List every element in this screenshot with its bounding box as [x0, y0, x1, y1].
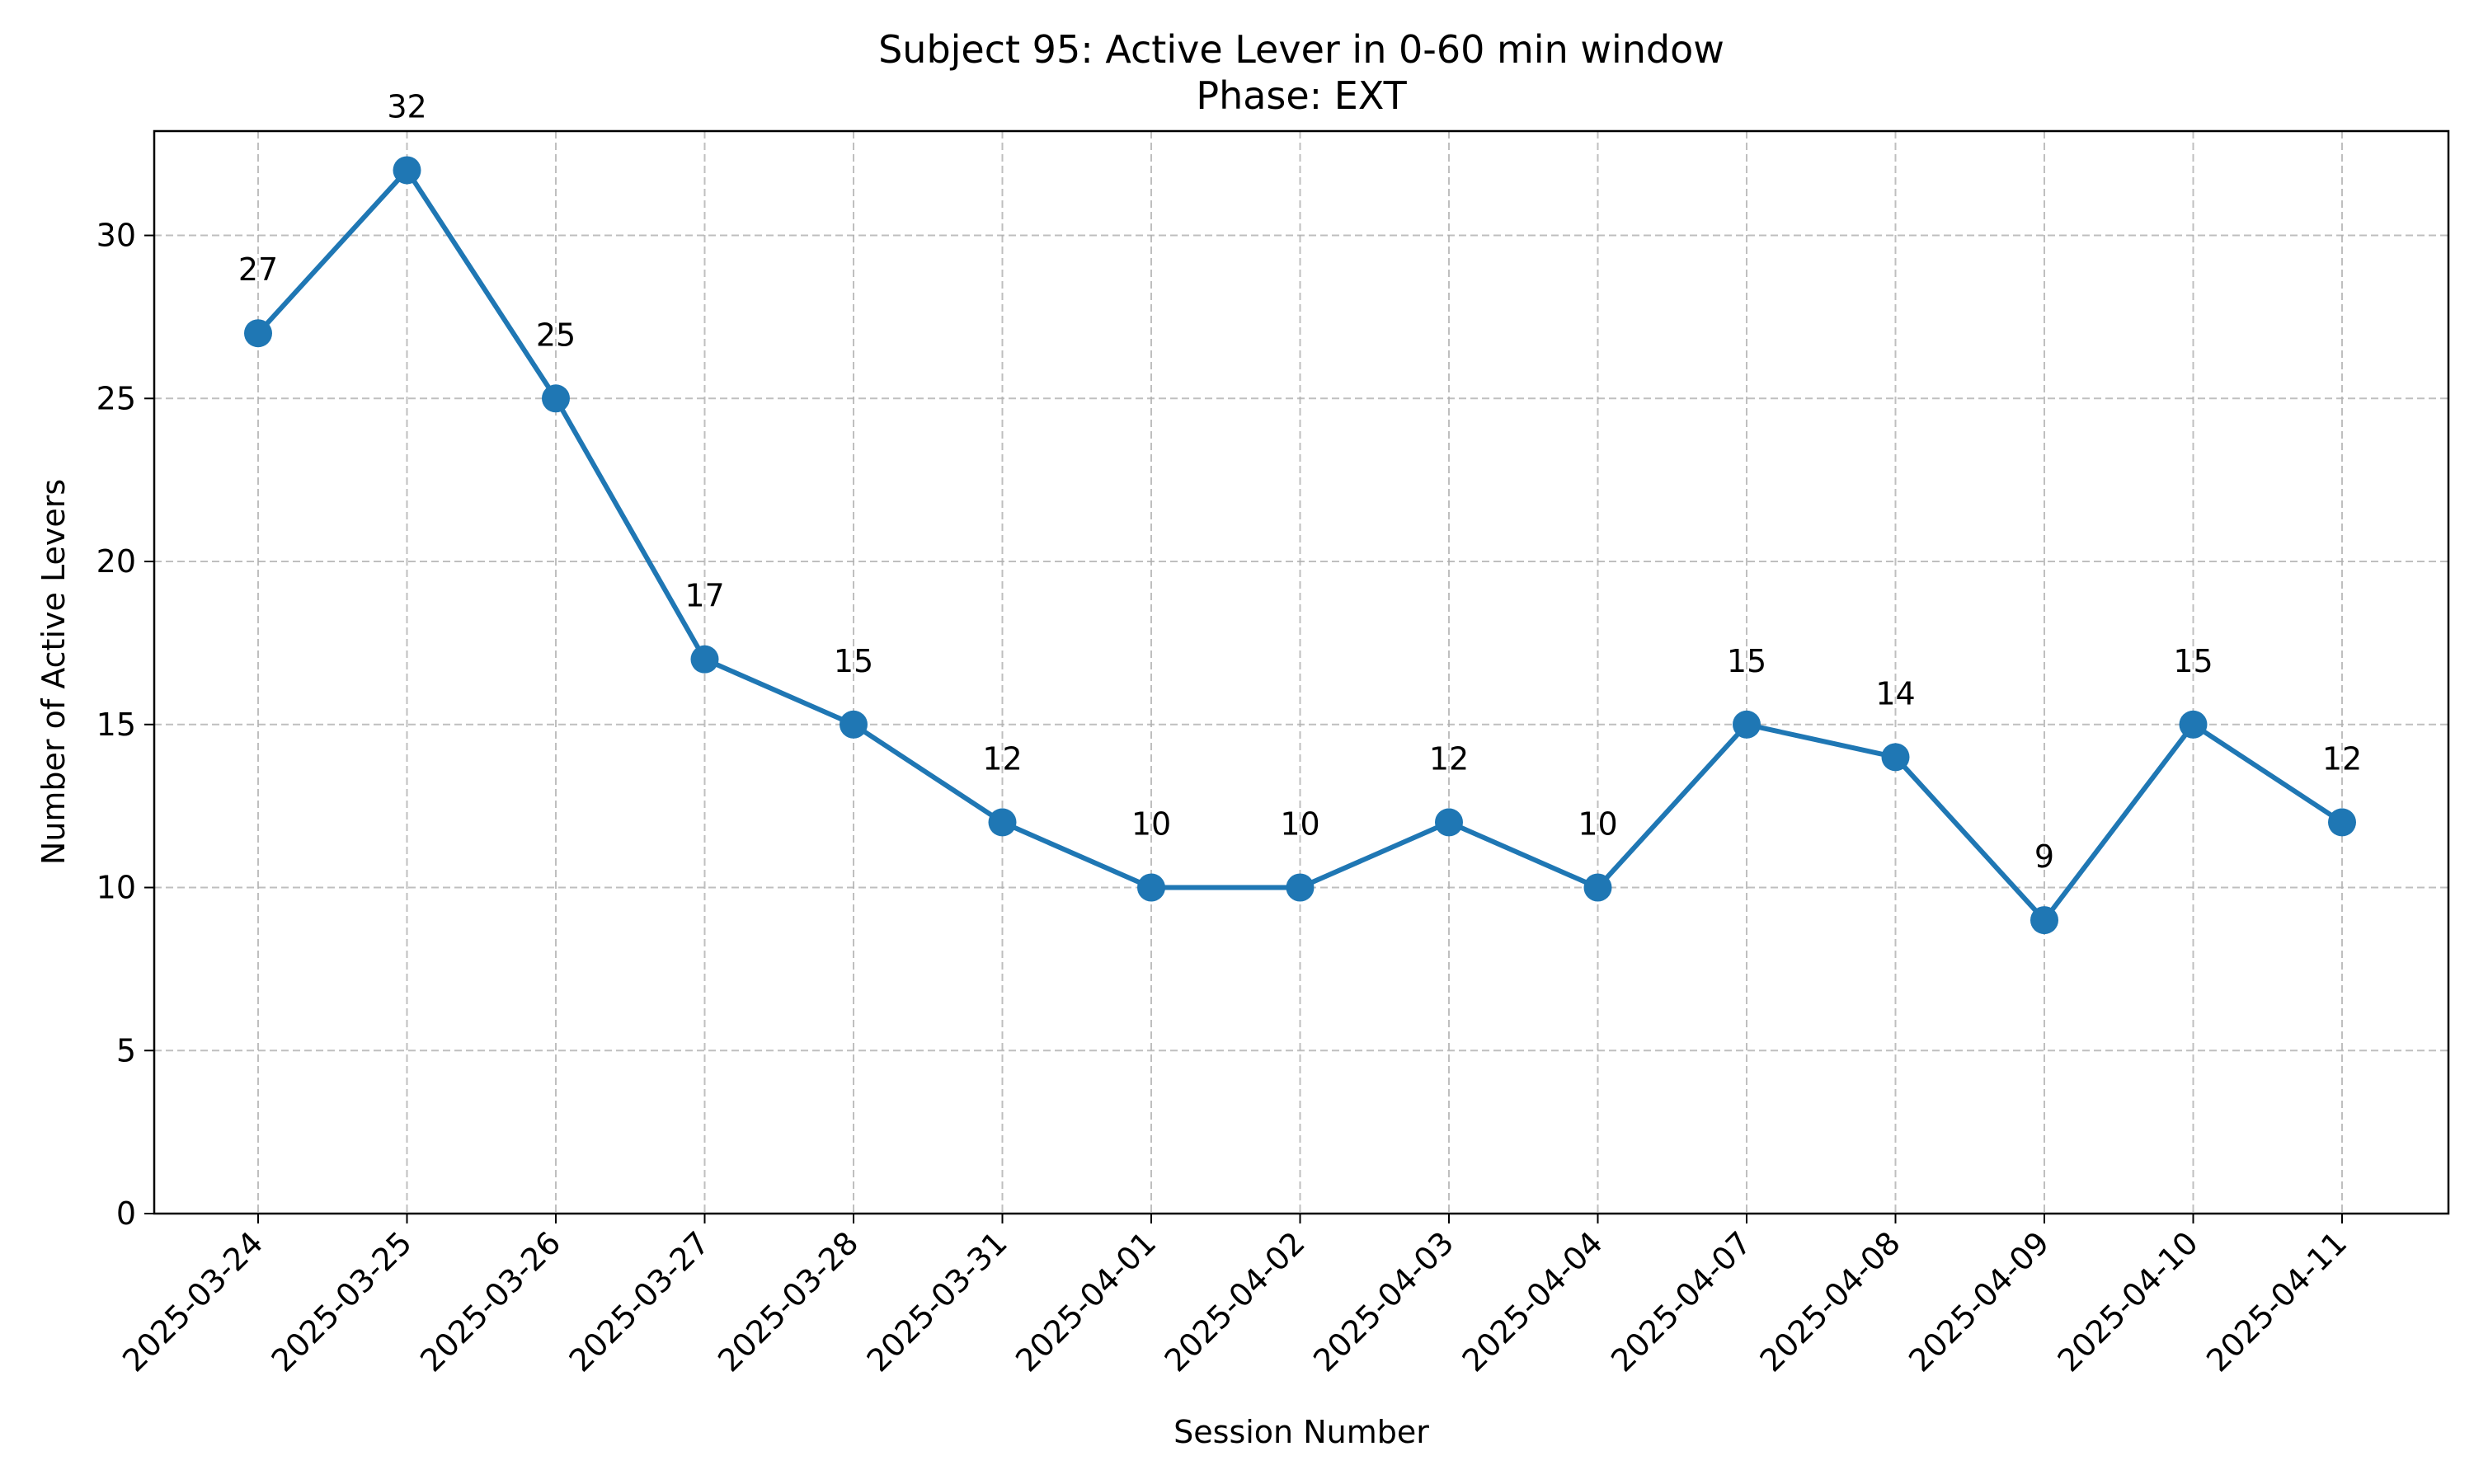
data-point	[244, 319, 272, 348]
data-label: 15	[2173, 643, 2213, 679]
data-label: 10	[1280, 806, 1319, 843]
data-point	[1583, 873, 1612, 902]
data-point	[2328, 808, 2356, 837]
data-point	[1435, 808, 1463, 837]
y-tick-label: 0	[116, 1195, 136, 1232]
data-point	[1733, 710, 1761, 739]
data-label: 15	[834, 643, 873, 679]
data-label: 10	[1131, 806, 1171, 843]
y-axis-ticks: 0 5 10 15 20 25 30	[96, 218, 154, 1232]
y-tick-label: 10	[96, 870, 136, 906]
x-axis-label: Session Number	[1174, 1414, 1429, 1450]
data-label: 27	[238, 251, 278, 288]
data-point	[690, 645, 719, 674]
data-label: 12	[982, 740, 1022, 777]
data-labels: 27 32 25 17 15 12 10 10 12 10 15 14 9 15 12	[238, 88, 2362, 875]
series-layer	[244, 156, 2356, 935]
y-tick-label: 15	[96, 707, 136, 743]
data-point	[1881, 743, 1910, 772]
y-tick-label: 5	[116, 1032, 136, 1068]
data-point	[840, 710, 868, 739]
data-point	[1137, 873, 1165, 902]
data-point	[988, 808, 1017, 837]
data-label: 10	[1578, 806, 1617, 843]
y-axis-label: Number of Active Levers	[35, 479, 72, 865]
data-label: 17	[684, 578, 724, 614]
data-label: 25	[536, 317, 576, 353]
y-tick-label: 30	[96, 218, 136, 254]
data-label: 9	[2034, 838, 2054, 875]
data-label: 15	[1727, 643, 1766, 679]
chart-subtitle: Phase: EXT	[1196, 73, 1407, 118]
data-label: 12	[1429, 740, 1469, 777]
data-point	[2030, 906, 2058, 935]
data-label: 32	[387, 88, 426, 124]
data-point	[1286, 873, 1315, 902]
chart-title: Subject 95: Active Lever in 0-60 min win…	[878, 27, 1724, 72]
data-label: 14	[1875, 675, 1915, 711]
data-point	[393, 156, 421, 185]
y-tick-label: 25	[96, 380, 136, 416]
data-point	[542, 384, 570, 413]
y-tick-label: 20	[96, 543, 136, 580]
data-point	[2179, 710, 2208, 739]
plot-area-frame	[153, 129, 2450, 1215]
data-label: 12	[2322, 740, 2362, 777]
